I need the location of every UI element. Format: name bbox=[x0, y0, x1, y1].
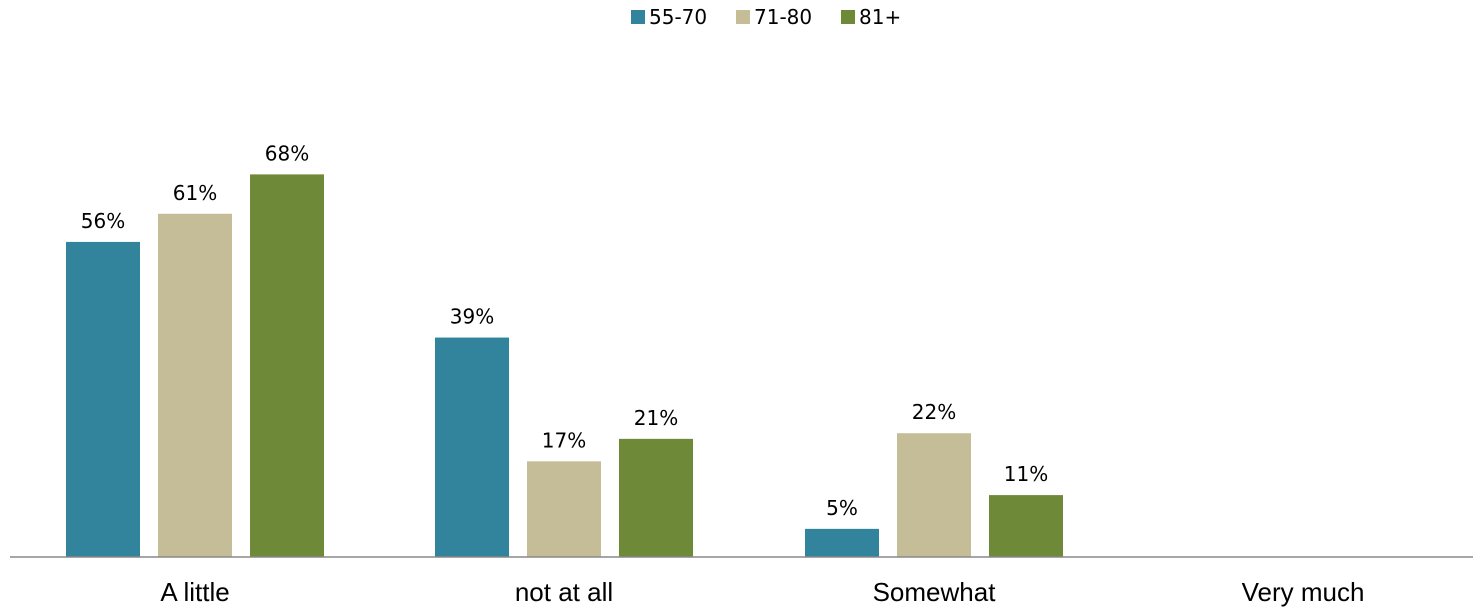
legend-item: 55-70 bbox=[631, 5, 707, 29]
legend-label: 81+ bbox=[859, 5, 901, 29]
category-label: not at all bbox=[515, 577, 613, 607]
data-label: 5% bbox=[826, 496, 858, 520]
category-labels: A little not at all Somewhat Very much bbox=[160, 577, 1364, 607]
data-label: 68% bbox=[265, 141, 309, 165]
category-label: Very much bbox=[1242, 577, 1365, 607]
data-label: 11% bbox=[1004, 462, 1048, 486]
bar-71-80-somewhat bbox=[897, 433, 971, 557]
bars bbox=[66, 174, 1063, 558]
category-label: Somewhat bbox=[873, 577, 997, 607]
bar-55-70-somewhat bbox=[805, 528, 879, 557]
bar-81+-a-little bbox=[250, 174, 324, 558]
legend-label: 71-80 bbox=[754, 5, 812, 29]
bar-71-80-a-little bbox=[158, 213, 232, 558]
value-labels: 56% 39% 5% 61% 17% 22% 68% 21% 11% bbox=[81, 141, 1048, 519]
legend-swatch bbox=[631, 10, 645, 24]
data-label: 17% bbox=[542, 428, 586, 452]
data-label: 21% bbox=[634, 406, 678, 430]
bar-81+-somewhat bbox=[989, 495, 1063, 557]
legend-label: 55-70 bbox=[649, 5, 707, 29]
bar-55-70-not-at-all bbox=[435, 337, 509, 557]
legend-item: 81+ bbox=[841, 5, 901, 29]
data-label: 61% bbox=[173, 181, 217, 205]
legend-item: 71-80 bbox=[736, 5, 812, 29]
legend: 55-70 71-80 81+ bbox=[631, 5, 901, 29]
bar-71-80-not-at-all bbox=[527, 461, 601, 557]
legend-swatch bbox=[736, 10, 750, 24]
bar-81+-not-at-all bbox=[619, 438, 693, 557]
legend-swatch bbox=[841, 10, 855, 24]
category-label: A little bbox=[160, 577, 229, 607]
data-label: 56% bbox=[81, 209, 125, 233]
data-label: 22% bbox=[912, 400, 956, 424]
bar-55-70-a-little bbox=[66, 241, 140, 557]
data-label: 39% bbox=[450, 305, 494, 329]
